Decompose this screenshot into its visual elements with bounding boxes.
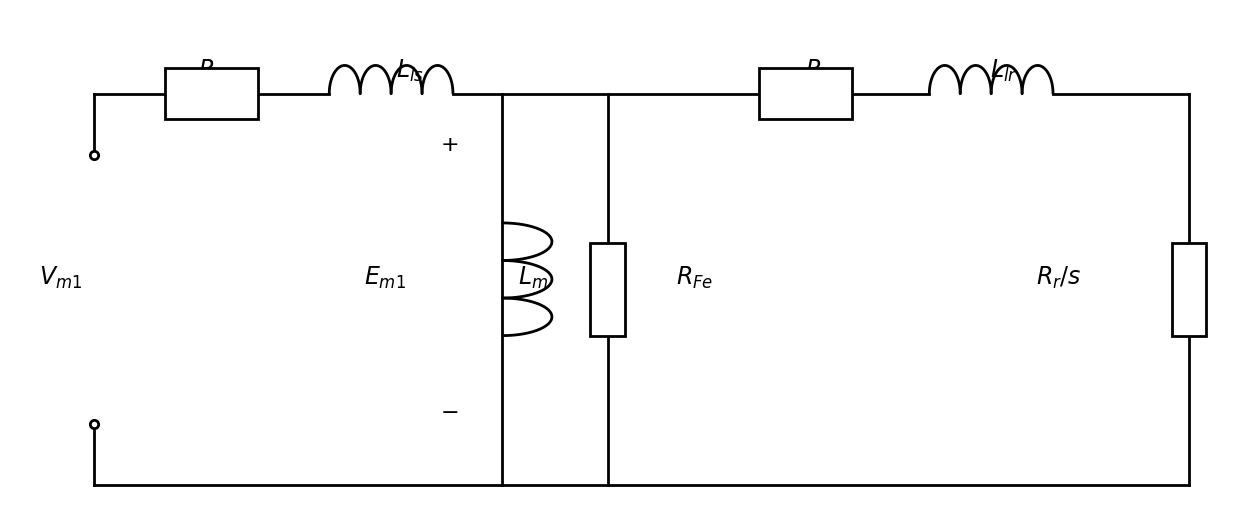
Bar xyxy=(759,68,852,119)
Text: $E_{m1}$: $E_{m1}$ xyxy=(365,265,405,291)
Text: $V_{m1}$: $V_{m1}$ xyxy=(40,265,82,291)
Text: $L_{ls}$: $L_{ls}$ xyxy=(396,58,424,83)
Bar xyxy=(590,244,625,336)
Text: $+$: $+$ xyxy=(440,134,459,156)
Text: $R_r/s$: $R_r/s$ xyxy=(1037,265,1083,291)
Text: $R_r$: $R_r$ xyxy=(805,58,831,83)
Text: $R_{Fe}$: $R_{Fe}$ xyxy=(676,265,713,291)
Text: $R_s$: $R_s$ xyxy=(198,58,224,83)
Text: $L_{lr}$: $L_{lr}$ xyxy=(990,58,1017,83)
Text: $-$: $-$ xyxy=(440,400,459,422)
Text: $L_m$: $L_m$ xyxy=(518,265,548,291)
Bar xyxy=(165,68,258,119)
Bar xyxy=(1172,244,1207,336)
